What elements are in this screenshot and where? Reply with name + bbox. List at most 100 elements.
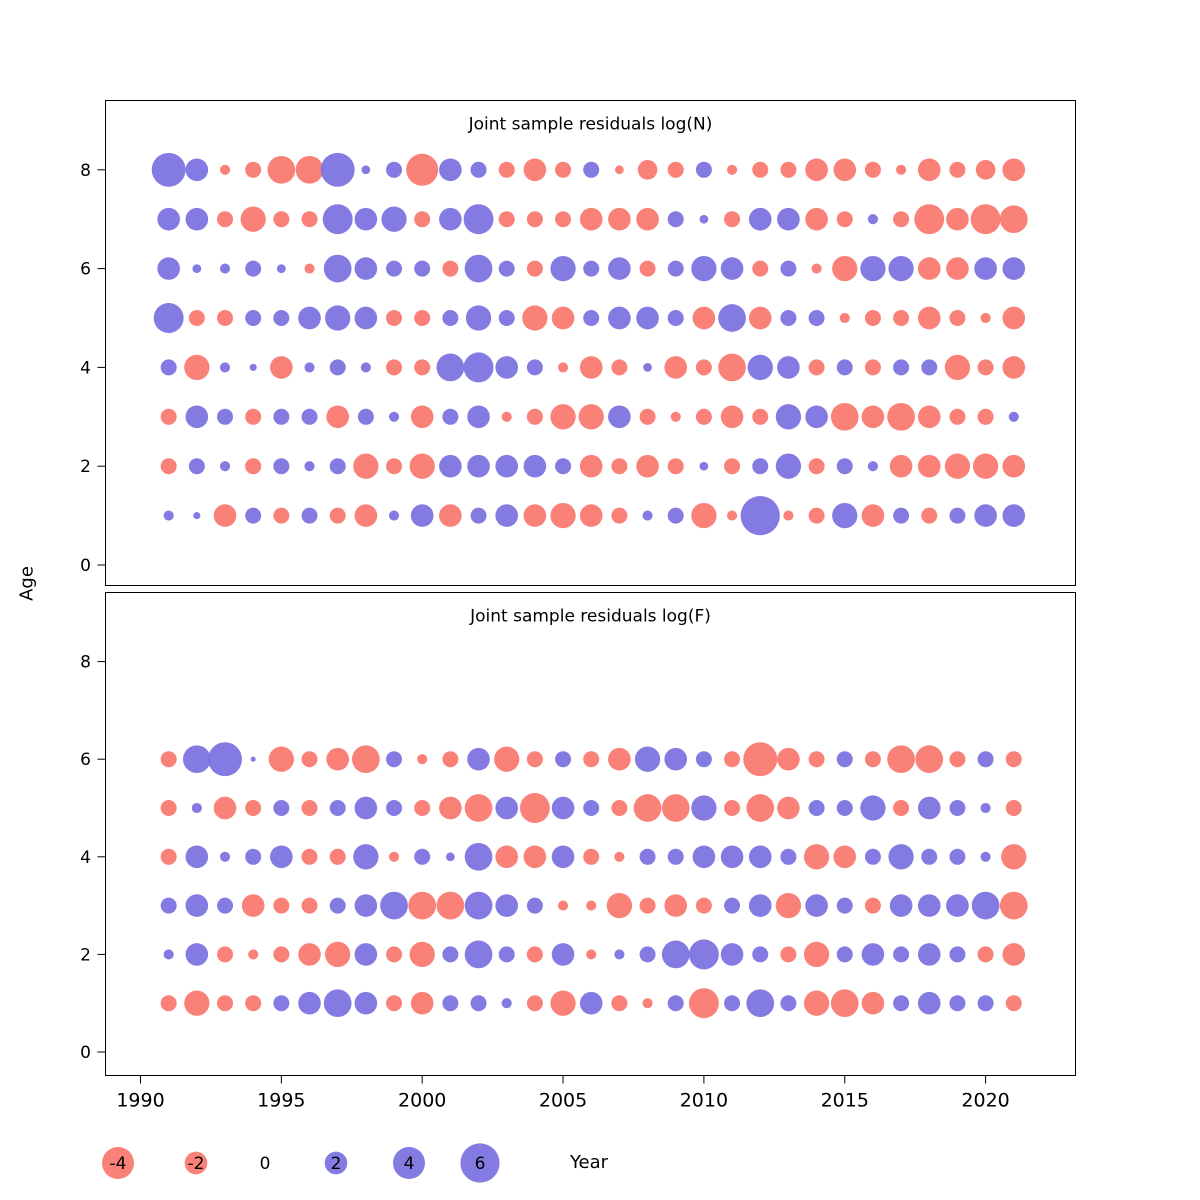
residual-bubble	[867, 214, 878, 225]
residual-bubble	[325, 305, 351, 331]
residual-bubble	[803, 990, 830, 1016]
residual-bubble	[498, 260, 515, 277]
residual-bubble	[724, 800, 741, 816]
residual-bubble	[614, 851, 625, 862]
residual-bubble	[208, 742, 242, 777]
residual-bubble	[861, 943, 885, 966]
residual-bubble	[917, 894, 941, 917]
residual-bubble	[805, 207, 828, 231]
residual-bubble	[811, 263, 822, 274]
residual-bubble	[191, 802, 202, 814]
residual-bubble	[380, 891, 408, 920]
residual-bubble	[557, 900, 569, 911]
residual-bubble	[836, 897, 853, 914]
legend-value-label: 4	[404, 1154, 415, 1174]
residual-bubble	[464, 254, 493, 283]
residual-bubble	[326, 405, 350, 429]
residual-bubble	[667, 310, 684, 326]
residual-bubble	[639, 946, 656, 963]
residual-bubble	[1002, 306, 1026, 330]
residual-bubble	[436, 891, 465, 920]
residual-bubble	[611, 507, 628, 524]
residual-bubble	[245, 458, 262, 475]
residual-bubble	[267, 155, 296, 184]
residual-bubble	[839, 312, 850, 324]
residual-bubble	[611, 458, 628, 475]
y-tick-label: 0	[80, 1043, 91, 1063]
residual-bubble	[217, 211, 234, 228]
residual-bubble	[724, 458, 741, 475]
residual-bubble	[193, 512, 201, 520]
residual-bubble	[917, 257, 941, 280]
residual-bubble	[245, 161, 262, 178]
residual-bubble	[746, 794, 775, 822]
residual-bubble	[803, 844, 830, 870]
residual-bubble	[414, 310, 431, 326]
residual-bubble	[273, 458, 290, 475]
residual-bubble	[720, 845, 744, 869]
residual-bubble	[445, 852, 455, 862]
residual-bubble	[606, 892, 633, 919]
residual-bubble	[642, 510, 653, 521]
residual-bubble	[724, 995, 741, 1012]
residual-bubble	[583, 848, 600, 865]
residual-bubble	[185, 894, 209, 917]
residual-bubble	[470, 161, 487, 178]
residual-bubble	[695, 408, 712, 425]
residual-bubble	[160, 995, 177, 1012]
residual-bubble	[667, 161, 684, 178]
residual-bubble	[551, 796, 575, 820]
residual-bubble	[752, 161, 769, 178]
residual-bubble	[893, 507, 910, 524]
residual-bubble	[245, 507, 262, 524]
residual-bubble	[667, 848, 684, 865]
residual-bubble	[163, 510, 174, 521]
residual-bubble	[268, 746, 294, 772]
legend-bubble	[184, 1151, 208, 1175]
residual-bubble	[526, 260, 543, 277]
panel-border	[105, 100, 1076, 586]
residual-bubble	[752, 260, 769, 277]
residual-bubble	[298, 306, 321, 330]
residual-bubble	[634, 746, 661, 772]
residual-bubble	[184, 354, 210, 381]
residual-bubble	[301, 751, 318, 768]
residual-bubble	[410, 991, 434, 1015]
residual-bubble	[887, 402, 915, 431]
residual-bubble	[718, 304, 746, 332]
residual-bubble	[354, 306, 378, 330]
residual-bubble	[495, 454, 519, 478]
residual-bubble	[1008, 411, 1019, 422]
residual-bubble	[388, 851, 400, 862]
residual-bubble	[160, 897, 177, 914]
residual-bubble	[780, 995, 797, 1012]
residual-bubble	[579, 356, 603, 379]
residual-bubble	[747, 354, 773, 381]
residual-bubble	[752, 408, 769, 425]
residual-bubble	[583, 260, 600, 277]
residual-bubble	[185, 207, 209, 231]
residual-bubble	[526, 946, 543, 963]
residual-bubble	[388, 411, 400, 422]
residual-bubble	[699, 461, 709, 471]
residual-bubble	[670, 411, 681, 422]
residual-bubble	[946, 894, 969, 917]
x-axis-label: Year	[569, 1152, 609, 1173]
residual-bubble	[777, 207, 800, 231]
residual-bubble	[808, 800, 825, 816]
residual-bubble	[555, 458, 572, 475]
residual-bubble	[946, 257, 969, 280]
residual-bubble	[974, 257, 997, 280]
residual-bubble	[727, 164, 738, 175]
residual-bubble	[688, 988, 719, 1019]
residual-bubble	[949, 800, 966, 816]
residual-bubble	[301, 408, 318, 425]
x-tick-label: 2000	[398, 1090, 446, 1112]
residual-bubble	[273, 310, 290, 326]
residual-bubble	[893, 310, 910, 326]
residual-bubble	[1002, 454, 1026, 478]
residual-bubble	[160, 458, 177, 475]
residual-bubble	[664, 356, 688, 379]
residual-bubble	[551, 943, 575, 966]
residual-bubble	[1001, 844, 1027, 870]
